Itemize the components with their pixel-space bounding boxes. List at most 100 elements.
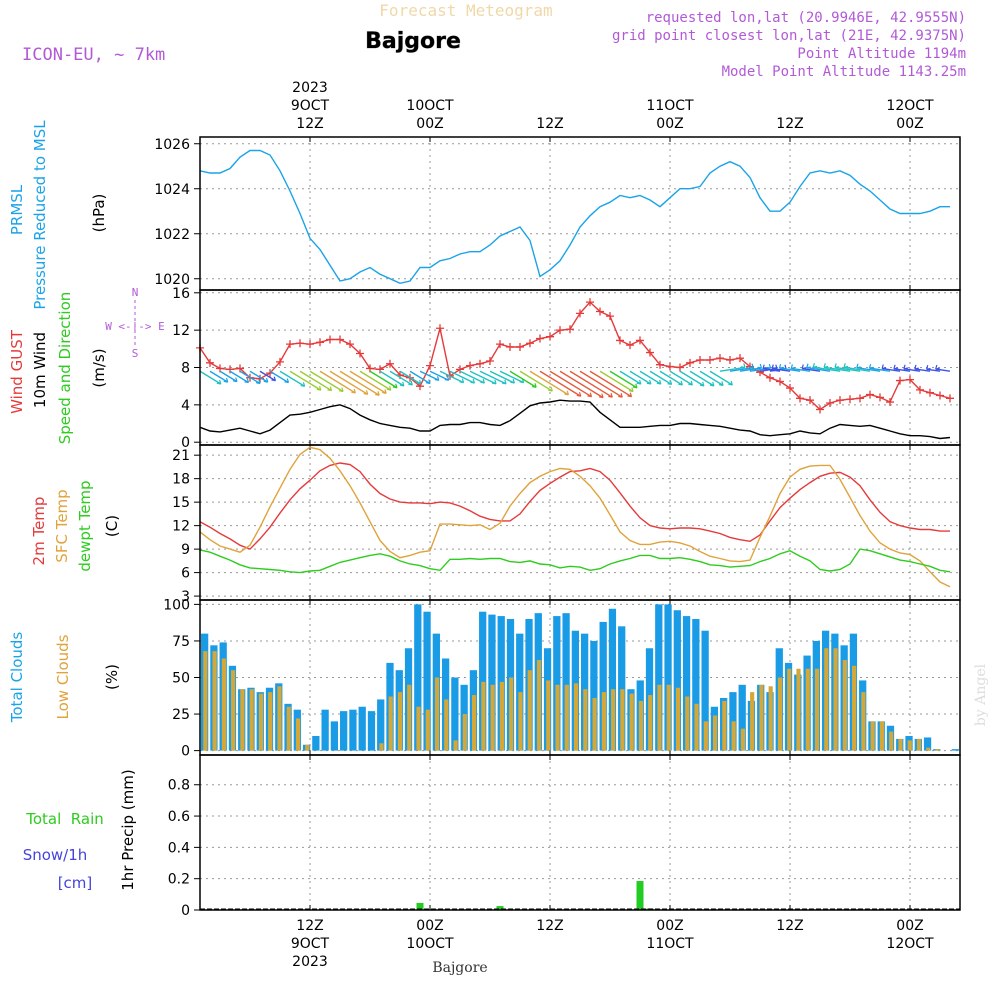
low-cloud-bar: [889, 731, 894, 751]
wind-arrow-head: [271, 376, 277, 382]
wind-arrow: [319, 370, 356, 394]
wind-arrow: [843, 366, 871, 372]
wind-arrow-head: [576, 392, 582, 397]
time-label-top: 11OCT: [646, 98, 694, 114]
wind-arrow-head: [444, 376, 450, 381]
low-cloud-bar: [833, 648, 838, 751]
y-tick-label: 6: [181, 566, 190, 582]
total-cloud-bar: [562, 613, 570, 751]
wind-arrow: [729, 367, 754, 372]
wind-arrow-head: [646, 379, 652, 385]
wind-arrow-head: [470, 378, 475, 384]
precip-bar: [636, 881, 644, 910]
low-cloud-bar: [481, 681, 486, 751]
wind-arrow: [599, 370, 634, 393]
panel-frame: [199, 754, 961, 911]
low-cloud-bar: [861, 692, 866, 751]
point-altitude: Point Altitude 1194m: [797, 46, 966, 62]
time-label-top: 10OCT: [406, 98, 454, 114]
total-cloud-bar: [367, 711, 376, 751]
gust-marker: [466, 361, 474, 370]
y-tick-label: 12: [172, 519, 190, 535]
wind-arrow: [589, 370, 632, 398]
y-tick-label: 0.2: [168, 872, 190, 888]
low-cloud-bar: [203, 651, 208, 751]
series-line-dewpt-temp: [199, 548, 951, 574]
compass-n: N: [132, 286, 139, 299]
wind-arrow: [659, 370, 683, 386]
wind-arrow-head: [903, 364, 909, 370]
precip-snow-unit: [cm]: [58, 874, 93, 892]
panel-2: 3 6 9 12 15 18 21: [172, 444, 961, 605]
y-tick-label: 18: [172, 472, 190, 488]
low-cloud-bar: [703, 721, 708, 751]
gust-marker: [546, 332, 554, 341]
y-tick-label: 1026: [154, 137, 190, 153]
wind-arrow: [279, 370, 306, 387]
gust-marker: [866, 390, 874, 399]
wind-arrow-head: [771, 364, 777, 370]
wind-arrow: [569, 370, 613, 398]
gust-marker: [556, 326, 564, 335]
total-cloud-bar: [451, 677, 459, 751]
wind-arrow-head: [749, 363, 754, 369]
wind-arrow-head: [856, 363, 861, 369]
gust-marker: [576, 309, 584, 318]
low-cloud-bar: [592, 697, 597, 751]
gust-marker: [586, 298, 594, 307]
wind-arrow: [609, 370, 638, 389]
total-cloud-bar: [692, 619, 700, 751]
total-cloud-bar: [655, 604, 663, 751]
wind-arrow: [801, 367, 821, 372]
low-cloud-bar: [805, 668, 810, 751]
low-cloud-bar: [249, 689, 254, 751]
low-cloud-bar: [740, 728, 745, 751]
low-cloud-bar: [407, 684, 412, 751]
wind-arrow: [429, 370, 450, 381]
wind-arrow-head: [501, 379, 507, 385]
wind-speeddir-label: Speed and Direction: [56, 292, 74, 445]
y-tick-label: 4: [181, 398, 190, 414]
time-label-top: 9OCT: [291, 98, 330, 114]
y-tick-label: 100: [163, 597, 190, 613]
gust-marker: [776, 377, 784, 386]
total-cloud-bar: [349, 709, 357, 751]
y-tick-label: 50: [172, 671, 190, 687]
wind-arrow: [779, 367, 801, 372]
wind-arrow: [791, 367, 811, 372]
wind-arrow: [699, 370, 724, 386]
wind-arrow: [269, 370, 289, 384]
low-cloud-bar: [472, 695, 477, 751]
wind-arrow-head: [459, 378, 465, 384]
wind-arrow: [479, 370, 507, 385]
gust-marker: [786, 384, 794, 393]
wind-arrow-head: [812, 363, 818, 368]
wind-arrow-head: [608, 392, 613, 398]
low-cloud-bar: [379, 743, 384, 751]
total-cloud-bar: [312, 735, 320, 751]
wind-arrow-head: [263, 377, 269, 383]
wind-arrow-head: [223, 377, 229, 383]
wind-arrow: [739, 367, 762, 372]
wind-arrow-head: [425, 379, 431, 385]
wind-arrow: [529, 370, 569, 396]
gust-marker: [276, 357, 284, 366]
wind-arrow: [881, 367, 901, 372]
wind-arrow-head: [806, 363, 811, 369]
wind-arrow-head: [688, 380, 693, 386]
low-cloud-bar: [425, 709, 430, 751]
gust-marker: [606, 312, 614, 321]
precip-bar: [496, 906, 504, 910]
gust-marker: [856, 394, 864, 403]
low-cloud-bar: [277, 686, 282, 751]
panel-3: 0 25 50 75 100: [163, 597, 961, 760]
wind-arrow-head: [399, 381, 405, 387]
low-cloud-bar: [499, 681, 504, 751]
gust-marker: [946, 394, 954, 403]
wind-arrow: [349, 370, 387, 394]
y-tick-label: 75: [172, 634, 190, 650]
gust-marker: [846, 395, 854, 404]
low-cloud-bar: [713, 715, 718, 751]
precip-bar: [416, 902, 424, 910]
low-cloud-bar: [935, 749, 940, 751]
